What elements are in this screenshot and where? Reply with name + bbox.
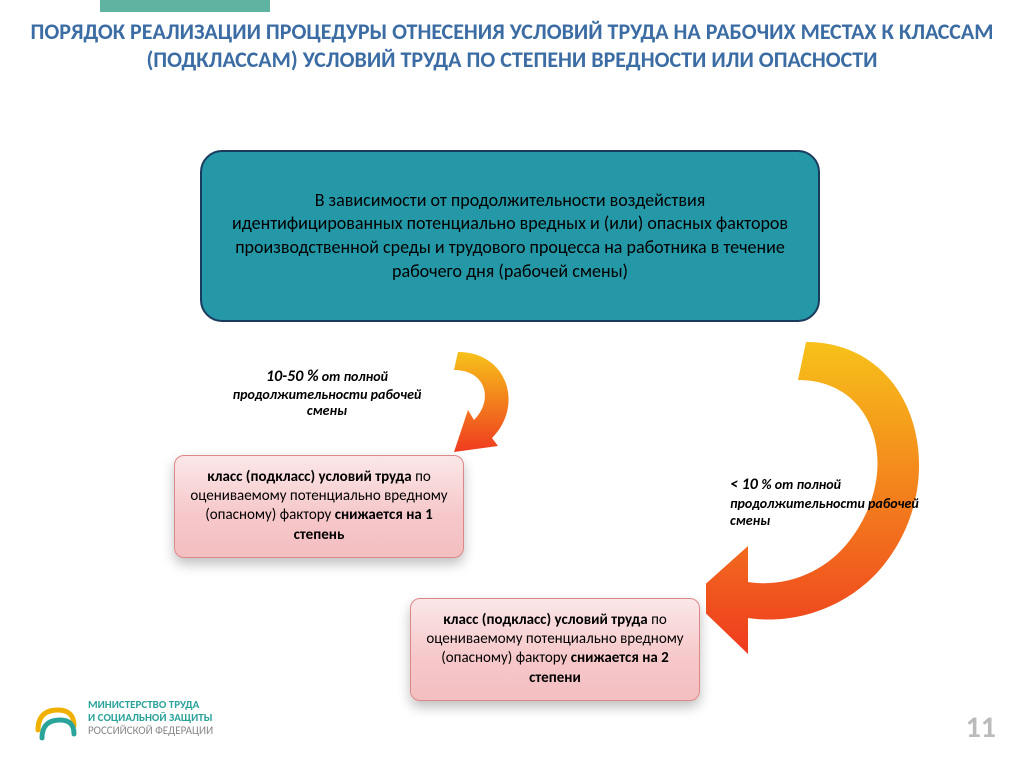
label-10-50: 10-50 % от полной продолжительности рабо… (232, 368, 422, 420)
label-10-50-pct: 10-50 % (266, 367, 319, 386)
result2-b1: класс (подкласс) условий труда (443, 611, 647, 629)
ministry-logo-text: МИНИСТЕРСТВО ТРУДА И СОЦИАЛЬНОЙ ЗАЩИТЫ Р… (88, 698, 213, 738)
page-number: 11 (966, 709, 996, 746)
label-lt-10-pct: < 10 (730, 475, 761, 494)
label-lt-10: < 10 % от полной продолжительности рабоч… (730, 475, 940, 529)
footer-line1: МИНИСТЕРСТВО ТРУДА (88, 698, 213, 711)
result-box-2: класс (подкласс) условий труда по оценив… (410, 598, 700, 701)
ministry-logo-icon (34, 700, 78, 744)
footer-line2: И СОЦИАЛЬНОЙ ЗАЩИТЫ (88, 711, 213, 724)
accent-bar (100, 0, 270, 12)
result-box-1: класс (подкласс) условий труда по оценив… (174, 455, 464, 558)
context-box-text: В зависимости от продолжительности возде… (232, 189, 788, 284)
result1-b1: класс (подкласс) условий труда (207, 468, 411, 486)
context-box: В зависимости от продолжительности возде… (200, 150, 820, 322)
label-10-50-rest: от полной продолжительности рабочей смен… (233, 368, 422, 419)
footer-logo: МИНИСТЕРСТВО ТРУДА И СОЦИАЛЬНОЙ ЗАЩИТЫ Р… (34, 698, 294, 746)
footer-line3: РОССИЙСКОЙ ФЕДЕРАЦИИ (88, 724, 213, 737)
slide-title: ПОРЯДОК РЕАЛИЗАЦИИ ПРОЦЕДУРЫ ОТНЕСЕНИЯ У… (30, 18, 994, 74)
